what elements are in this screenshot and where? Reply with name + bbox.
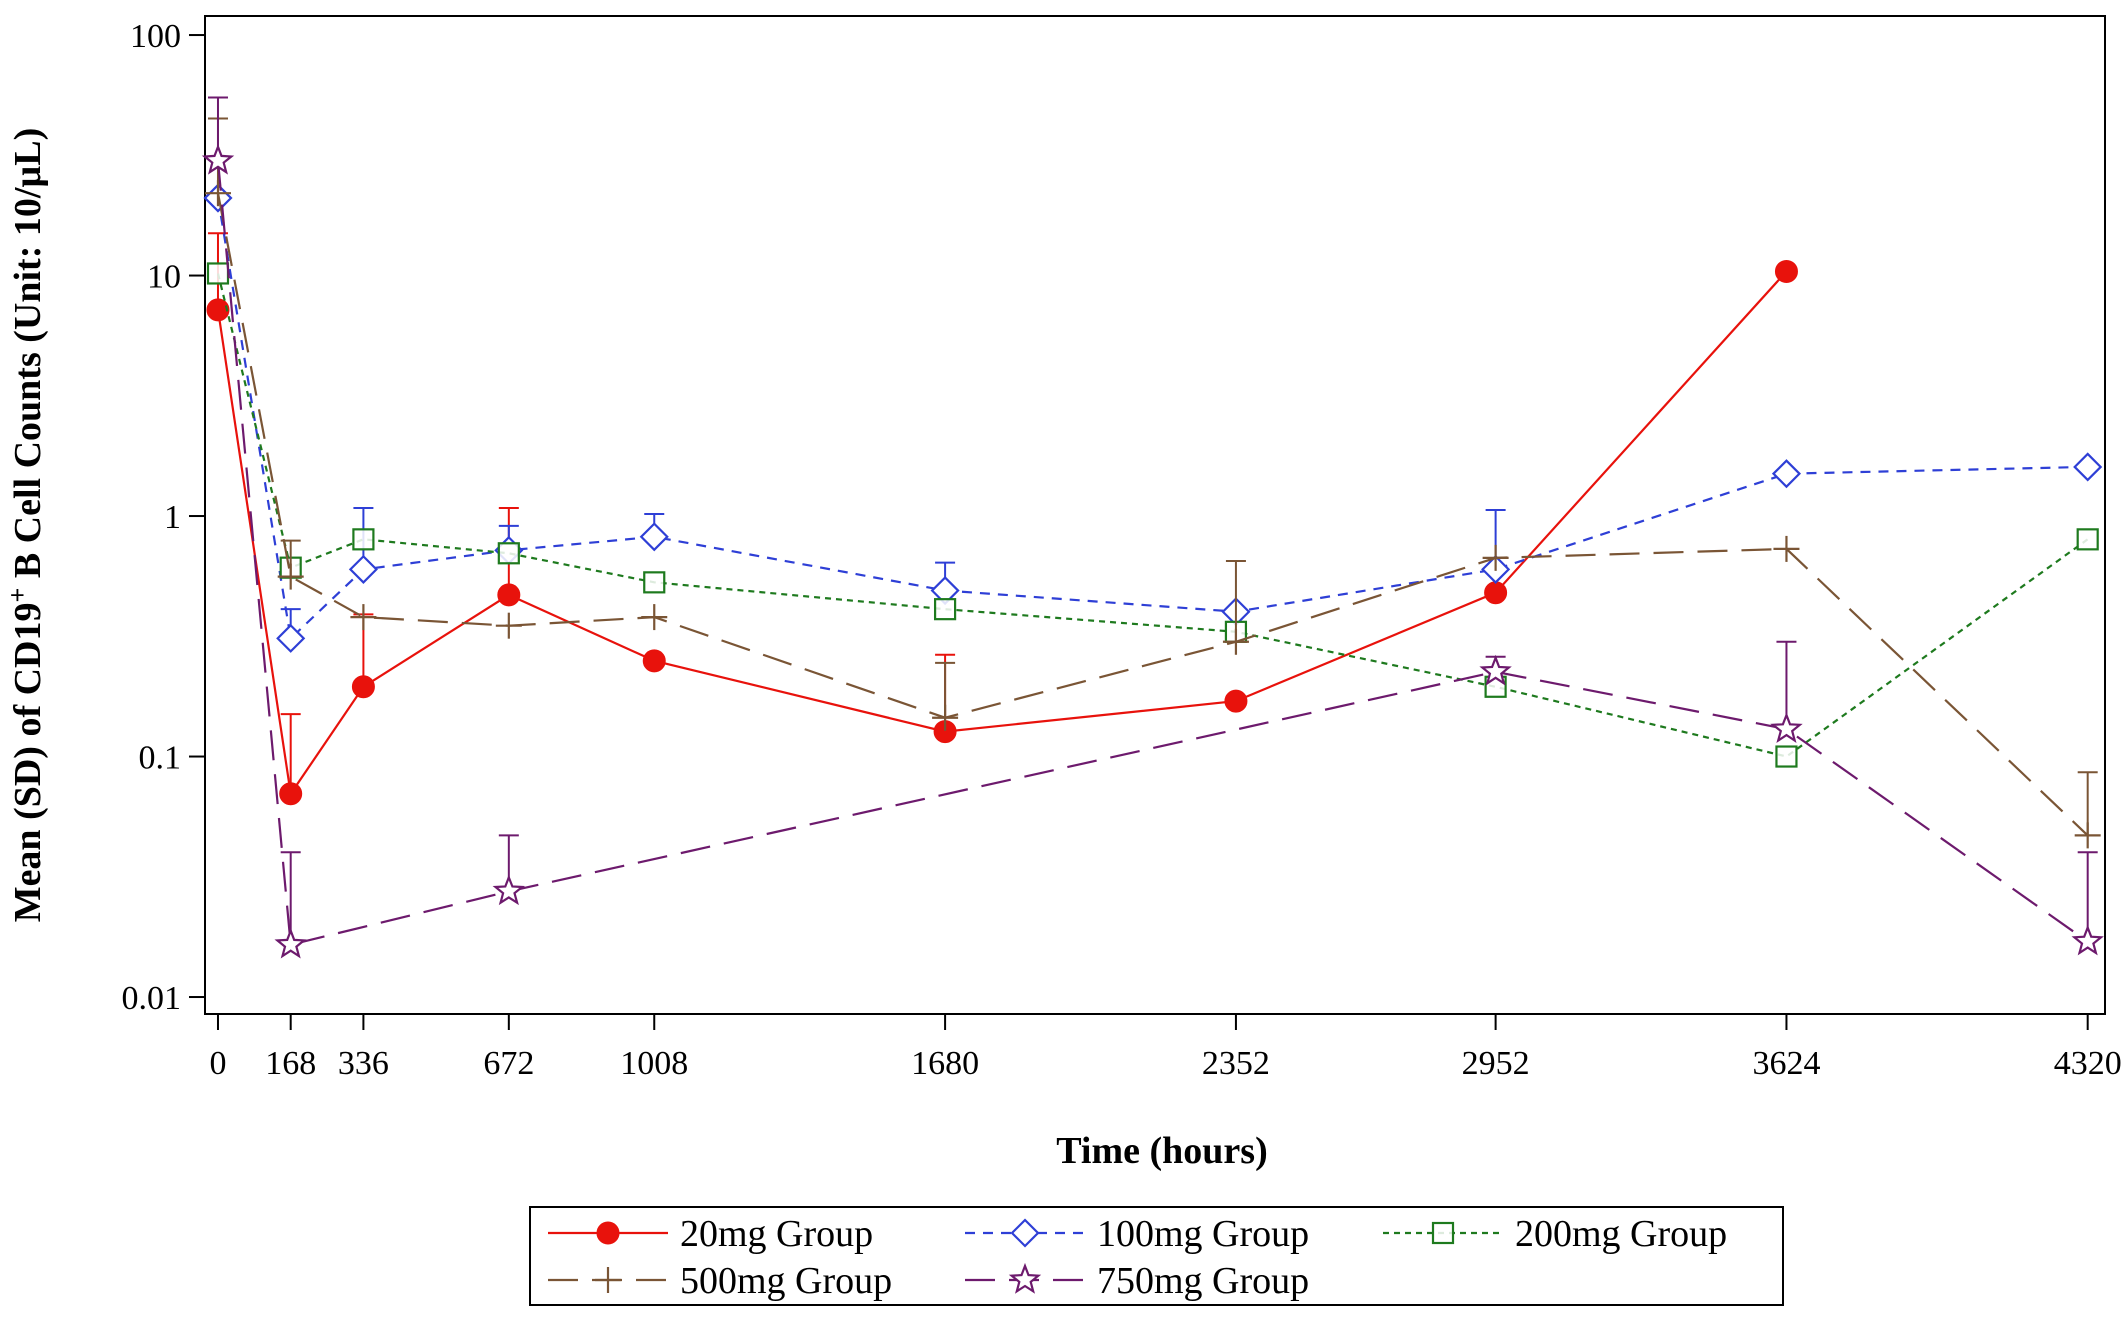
data-point — [279, 782, 303, 806]
series-line — [216, 160, 2089, 947]
data-point — [1431, 1221, 1455, 1245]
series-line — [216, 270, 1788, 797]
data-point — [1775, 745, 1798, 768]
data-point — [596, 1221, 620, 1245]
data-point — [1222, 628, 1249, 655]
data-point — [1773, 535, 1800, 562]
plot-frame — [204, 15, 2106, 1015]
data-point — [497, 542, 520, 565]
y-tick-label: 0.01 — [122, 980, 182, 1017]
data-point — [497, 583, 521, 607]
data-point — [1771, 459, 1802, 489]
data-point — [206, 298, 230, 322]
series-line — [216, 192, 2089, 837]
legend-item: 20mg Group — [548, 1213, 873, 1255]
data-point — [274, 927, 307, 959]
data-point — [1484, 581, 1508, 605]
x-tick-label: 2952 — [1462, 1045, 1530, 1082]
y-axis-title-superscript: + — [3, 588, 32, 603]
data-point — [1479, 654, 1512, 686]
data-point — [276, 623, 306, 653]
data-point — [2074, 822, 2101, 849]
legend-label: 100mg Group — [1097, 1213, 1309, 1255]
y-axis: 0.01 0.1 1 10 100 — [122, 18, 205, 1017]
data-point — [595, 1267, 621, 1293]
x-axis: 0 168 336 672 1008 1680 2352 2952 3624 4320 — [209, 1014, 2122, 1082]
x-tick-label: 0 — [209, 1045, 226, 1082]
series-750mg-group — [201, 96, 2104, 959]
legend-label: 500mg Group — [680, 1260, 892, 1302]
y-tick-label: 1 — [164, 499, 181, 536]
x-tick-label: 336 — [338, 1045, 389, 1082]
series-line — [216, 197, 2088, 641]
data-point — [2073, 452, 2103, 482]
data-point — [277, 563, 304, 590]
data-point — [1774, 259, 1798, 283]
data-point — [2071, 924, 2104, 956]
legend-item: 750mg Group — [965, 1260, 1309, 1302]
data-point — [495, 612, 522, 639]
series-200mg-group — [206, 262, 2099, 768]
y-tick-label: 10 — [147, 259, 181, 296]
data-point — [1482, 544, 1509, 571]
series-20mg-group — [206, 232, 1798, 806]
x-tick-label: 1680 — [911, 1045, 979, 1082]
data-point — [642, 649, 666, 673]
series-layer — [201, 96, 2104, 959]
data-point — [206, 262, 230, 285]
data-point — [348, 554, 378, 584]
legend-label: 750mg Group — [1097, 1260, 1309, 1302]
data-point — [643, 571, 666, 594]
y-tick-label: 0.1 — [139, 740, 182, 777]
x-tick-label: 168 — [265, 1045, 316, 1082]
y-tick-label: 100 — [130, 18, 181, 55]
x-tick-label: 672 — [483, 1045, 534, 1082]
x-tick-label: 2352 — [1202, 1045, 1270, 1082]
data-point — [1008, 1262, 1042, 1294]
data-point — [933, 598, 957, 621]
data-point — [204, 180, 231, 207]
series-line — [216, 273, 2089, 758]
x-axis-title: Time (hours) — [1056, 1130, 1267, 1172]
x-tick-label: 1008 — [620, 1045, 688, 1082]
data-point — [1224, 689, 1248, 713]
y-axis-title: Mean (SD) of CD19+ B Cell Counts (Unit: … — [3, 128, 50, 923]
legend-label: 20mg Group — [680, 1213, 873, 1255]
series-100mg-group — [203, 183, 2103, 653]
legend-item: 200mg Group — [1383, 1213, 1727, 1255]
data-point — [492, 874, 526, 906]
x-tick-label: 4320 — [2054, 1045, 2122, 1082]
data-point — [641, 604, 668, 631]
legend-frame — [529, 1206, 1784, 1306]
x-tick-label: 3624 — [1752, 1045, 1820, 1082]
data-point — [1770, 712, 1803, 743]
data-point — [352, 528, 375, 551]
y-axis-title-part-2: B Cell Counts (Unit: 10/µL) — [7, 128, 49, 588]
data-point — [201, 143, 235, 175]
legend-item: 500mg Group — [548, 1260, 892, 1302]
series-500mg-group — [204, 117, 2101, 849]
legend-label: 200mg Group — [1515, 1213, 1727, 1255]
data-point — [2076, 528, 2099, 551]
legend: 20mg Group 100mg Group 200mg Group 500mg Gr… — [529, 1206, 1784, 1306]
legend-item: 100mg Group — [965, 1213, 1309, 1255]
data-point — [932, 704, 959, 731]
data-point — [351, 675, 375, 699]
data-point — [1010, 1218, 1040, 1248]
y-axis-title-part-1: Mean (SD) of CD19 — [7, 603, 49, 923]
data-point — [350, 604, 377, 631]
data-point — [639, 522, 669, 552]
